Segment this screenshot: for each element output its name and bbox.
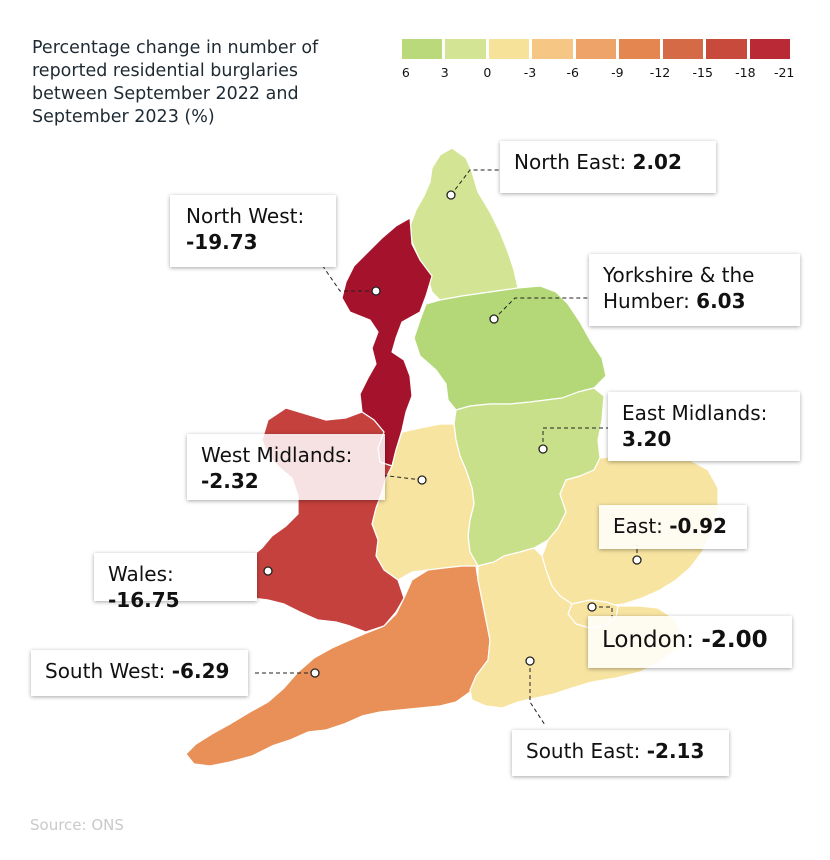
callout-label: West Midlands: (201, 443, 353, 467)
callout-label: London: (602, 627, 702, 653)
callout-label: East: (613, 514, 670, 538)
legend-swatch (749, 39, 790, 59)
callout-value: -6.29 (171, 659, 230, 683)
marker-south-west (310, 668, 320, 678)
callout-label: South West: (45, 659, 172, 683)
source-note: Source: ONS (30, 816, 124, 834)
leader-lines (255, 169, 638, 726)
callout-value: 3.20 (622, 427, 672, 451)
legend-tick: 3 (440, 65, 449, 80)
legend-swatch (619, 39, 660, 59)
callout-north-west: North West: -19.73 (170, 195, 336, 267)
legend-bar (402, 39, 790, 59)
callout-south-east: South East: -2.13 (512, 730, 729, 776)
marker-wales (263, 566, 273, 576)
callout-north-east: North East: 2.02 (500, 141, 716, 193)
marker-north-west (371, 286, 381, 296)
callout-value: -16.75 (108, 588, 180, 612)
callout-value: 6.03 (696, 289, 746, 313)
callout-label: North West: (186, 204, 305, 228)
legend-swatch (445, 39, 486, 59)
legend-swatch (402, 39, 443, 59)
legend-tick: -18 (735, 65, 756, 80)
legend-swatch (488, 39, 530, 59)
legend-tick: -9 (611, 65, 624, 80)
legend-tick: -6 (566, 65, 579, 80)
color-legend: 6 3 0 -3 -6 -9 -12 -15 -18 -21 (401, 39, 794, 83)
legend-swatch (662, 39, 704, 59)
callout-london: London: -2.00 (588, 616, 792, 668)
marker-east (632, 555, 642, 565)
callout-wales: Wales: -16.75 (94, 553, 257, 612)
callout-value: -2.00 (701, 627, 768, 653)
callout-label: Yorkshire & the Humber: (603, 263, 755, 313)
callout-value: -2.32 (201, 469, 259, 493)
legend-swatch (575, 39, 617, 59)
callout-east-midlands: East Midlands: 3.20 (608, 392, 800, 461)
callout-west-midlands: West Midlands: -2.32 (187, 434, 385, 500)
legend-tick: 0 (483, 65, 492, 80)
legend-tick: -15 (692, 65, 713, 80)
legend-swatch (706, 39, 747, 59)
marker-south-east (525, 656, 535, 666)
callout-label: East Midlands: (622, 401, 768, 425)
region-yorkshire[interactable] (413, 285, 607, 411)
legend-tick: -12 (649, 65, 671, 80)
marker-west-midlands (417, 475, 427, 485)
legend-tick: -21 (773, 65, 795, 80)
region-markers (263, 190, 642, 678)
map-title: Percentage change in number of reported … (32, 38, 319, 127)
callout-label: Wales: (108, 562, 174, 586)
legend-swatch (532, 39, 573, 59)
legend-ticks: 6 3 0 -3 -6 -9 -12 -15 -18 -21 (401, 65, 794, 83)
marker-yorkshire (489, 314, 499, 324)
callout-value: -0.92 (669, 514, 727, 538)
marker-east-midlands (538, 444, 548, 454)
callout-east: East: -0.92 (599, 505, 747, 549)
marker-london (587, 602, 597, 612)
callout-value: -2.13 (646, 739, 705, 763)
callout-south-west: South West: -6.29 (31, 650, 248, 696)
callout-value: 2.02 (632, 150, 682, 174)
legend-tick: -3 (523, 65, 537, 80)
marker-north-east (446, 190, 456, 200)
legend-tick: 6 (401, 65, 410, 80)
callout-label: South East: (526, 739, 647, 763)
callout-value: -19.73 (186, 230, 258, 254)
callout-yorkshire: Yorkshire & the Humber: 6.03 (589, 254, 800, 326)
callout-label: North East: (514, 150, 633, 174)
